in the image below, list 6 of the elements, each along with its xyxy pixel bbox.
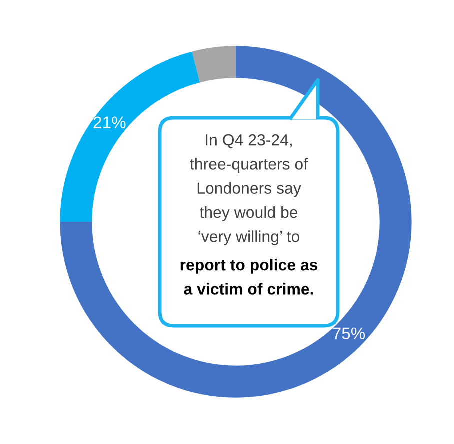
text: In Q4 23-24, three-quarters of Londoners say they would be ‘very willing’ to bbox=[190, 134, 308, 246]
data-label: 75% bbox=[333, 328, 366, 340]
donut-slice bbox=[60, 46, 412, 398]
donut-slice bbox=[192, 46, 236, 83]
text: report to police as a victim of crime. bbox=[180, 259, 318, 295]
data-label: 21% bbox=[94, 116, 126, 128]
